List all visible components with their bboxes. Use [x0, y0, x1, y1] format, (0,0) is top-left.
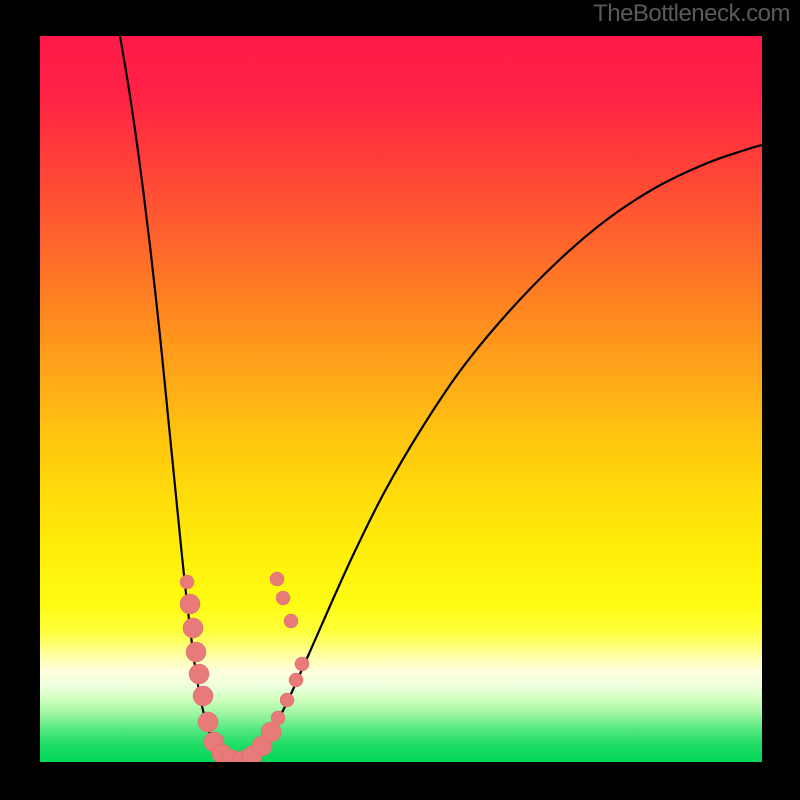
data-marker — [180, 575, 194, 589]
watermark-text: TheBottleneck.com — [593, 0, 790, 28]
data-marker — [295, 657, 309, 671]
marker-group — [180, 572, 309, 762]
data-marker — [289, 673, 303, 687]
data-marker — [276, 591, 290, 605]
right-curve — [240, 145, 762, 762]
data-marker — [189, 664, 209, 684]
left-curve — [120, 36, 240, 762]
data-marker — [280, 693, 294, 707]
data-marker — [271, 711, 285, 725]
plot-area — [40, 36, 762, 762]
data-marker — [193, 686, 213, 706]
data-marker — [186, 642, 206, 662]
data-marker — [270, 572, 284, 586]
chart-frame: TheBottleneck.com — [0, 0, 800, 800]
data-marker — [180, 594, 200, 614]
data-marker — [198, 712, 218, 732]
data-marker — [183, 618, 203, 638]
chart-svg — [40, 36, 762, 762]
data-marker — [284, 614, 298, 628]
